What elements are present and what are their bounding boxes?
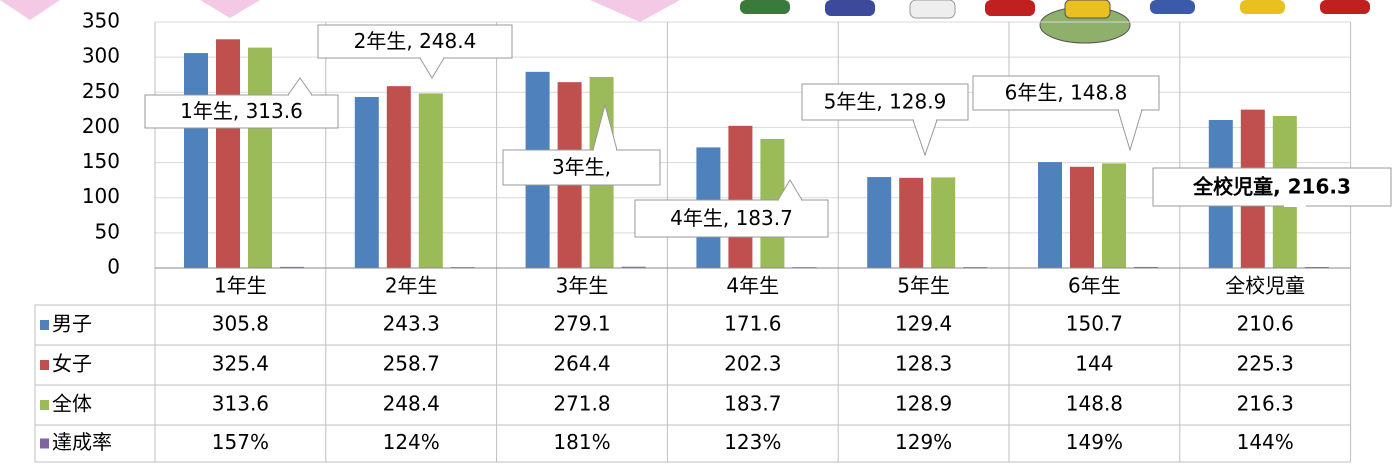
table-cell: 248.4 bbox=[383, 392, 440, 416]
table-cell: 210.6 bbox=[1237, 312, 1294, 336]
bar bbox=[728, 125, 753, 268]
callout-label: 3年生, bbox=[552, 155, 611, 179]
callout-box bbox=[972, 75, 1160, 111]
bar bbox=[280, 266, 304, 268]
legend-marker bbox=[40, 438, 49, 449]
table-cell: 258.7 bbox=[383, 352, 440, 376]
bar bbox=[1304, 266, 1329, 268]
table-cell: 225.3 bbox=[1237, 352, 1294, 376]
bar bbox=[184, 53, 208, 268]
table-cell: 129.4 bbox=[895, 312, 952, 336]
y-tick-label: 100 bbox=[82, 184, 120, 208]
bar bbox=[1038, 162, 1062, 268]
y-tick-label: 350 bbox=[82, 9, 120, 33]
table-cell: 150.7 bbox=[1066, 312, 1123, 336]
x-tick-label: 6年生 bbox=[1068, 274, 1121, 298]
table-cell: 144% bbox=[1237, 430, 1294, 454]
table-cell: 123% bbox=[724, 430, 781, 454]
callout-box bbox=[317, 24, 513, 59]
table-cell: 202.3 bbox=[724, 352, 781, 376]
legend-marker bbox=[40, 400, 49, 410]
y-tick-label: 200 bbox=[82, 114, 120, 138]
y-tick-label: 50 bbox=[95, 219, 120, 243]
y-tick-label: 150 bbox=[82, 149, 120, 173]
table-cell: 313.6 bbox=[212, 392, 269, 416]
x-tick-label: 2年生 bbox=[385, 274, 438, 298]
bar bbox=[418, 93, 443, 269]
table-cell: 157% bbox=[212, 430, 269, 454]
y-tick-label: 0 bbox=[107, 255, 120, 279]
x-tick-label: 全校児童 bbox=[1225, 274, 1305, 298]
callout-box bbox=[144, 94, 339, 129]
y-tick-label: 300 bbox=[82, 44, 120, 68]
legend-label: 男子 bbox=[52, 312, 92, 336]
bar bbox=[248, 47, 272, 268]
callout-box bbox=[801, 83, 969, 121]
decoration bbox=[0, 0, 1397, 44]
bar bbox=[1102, 163, 1126, 268]
table-cell: 243.3 bbox=[383, 312, 440, 336]
legend-marker bbox=[40, 320, 49, 330]
legend-label: 全体 bbox=[52, 392, 92, 416]
callout-box bbox=[634, 199, 829, 238]
table-cell: 128.9 bbox=[895, 392, 952, 416]
bar bbox=[1134, 266, 1158, 268]
table-cell: 264.4 bbox=[553, 352, 610, 376]
table-cell: 279.1 bbox=[553, 312, 610, 336]
bar bbox=[386, 86, 411, 268]
table-cell: 149% bbox=[1066, 430, 1123, 454]
bar bbox=[354, 96, 379, 268]
table-cell: 144 bbox=[1075, 352, 1113, 376]
callout-label: 全校児童, 216.3 bbox=[1192, 175, 1351, 199]
x-tick-label: 1年生 bbox=[214, 274, 267, 298]
bar bbox=[621, 266, 646, 268]
bar bbox=[931, 177, 956, 268]
x-tick-label: 5年生 bbox=[897, 274, 950, 298]
bar bbox=[216, 39, 240, 269]
table-cell: 171.6 bbox=[724, 312, 781, 336]
table-cell: 305.8 bbox=[212, 312, 269, 336]
callout-label: 6年生, 148.8 bbox=[1005, 81, 1128, 105]
bar bbox=[1070, 166, 1094, 268]
legend-label: 達成率 bbox=[52, 430, 112, 454]
bar bbox=[867, 177, 892, 268]
table-cell: 124% bbox=[383, 430, 440, 454]
callout-label: 4年生, 183.7 bbox=[670, 206, 793, 230]
table-cell: 129% bbox=[895, 430, 952, 454]
table-cell: 325.4 bbox=[212, 352, 269, 376]
callout-label: 5年生, 128.9 bbox=[824, 90, 947, 114]
callout-label: 1年生, 313.6 bbox=[180, 99, 303, 123]
callout-box bbox=[502, 149, 661, 186]
table-cell: 216.3 bbox=[1237, 392, 1294, 416]
x-tick-label: 4年生 bbox=[726, 274, 779, 298]
table-cell: 128.3 bbox=[895, 352, 952, 376]
callout-box bbox=[1152, 167, 1392, 207]
y-tick-label: 250 bbox=[82, 79, 120, 103]
callout-label: 2年生, 248.4 bbox=[354, 29, 477, 53]
table-cell: 271.8 bbox=[553, 392, 610, 416]
bar bbox=[899, 177, 924, 268]
table-cell: 181% bbox=[553, 430, 610, 454]
legend-label: 女子 bbox=[52, 352, 92, 376]
legend-marker bbox=[40, 360, 49, 370]
x-tick-label: 3年生 bbox=[556, 274, 609, 298]
table-cell: 148.8 bbox=[1066, 392, 1123, 416]
table-cell: 183.7 bbox=[724, 392, 781, 416]
